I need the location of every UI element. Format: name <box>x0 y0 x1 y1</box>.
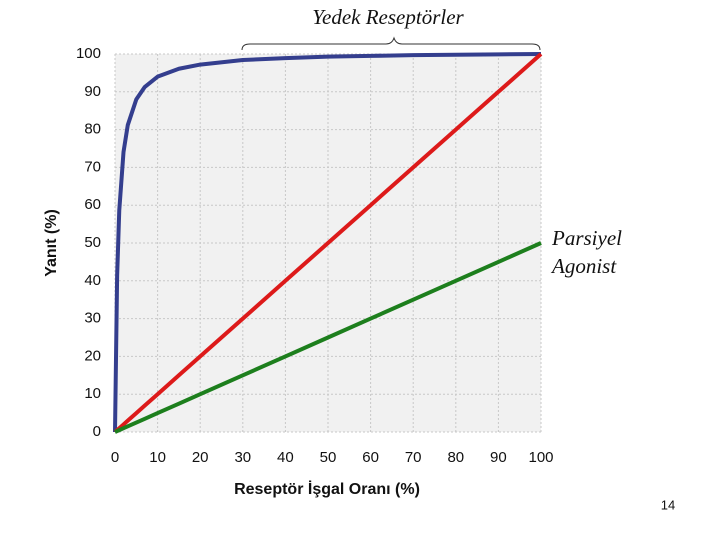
page-number: 14 <box>661 497 675 512</box>
y-tick-label: 0 <box>93 423 101 440</box>
annotation: Parsiyel <box>551 226 622 250</box>
x-tick-label: 40 <box>277 449 294 466</box>
x-tick-label: 10 <box>149 449 166 466</box>
x-tick-label: 20 <box>192 449 209 466</box>
y-tick-label: 100 <box>76 45 101 62</box>
y-tick-label: 20 <box>84 347 101 364</box>
y-tick-label: 50 <box>84 234 101 251</box>
y-tick-label: 70 <box>84 158 101 175</box>
y-axis-label: Yanıt (%) <box>43 209 60 277</box>
x-tick-label: 100 <box>528 449 553 466</box>
x-tick-label: 60 <box>362 449 379 466</box>
x-tick-label: 50 <box>320 449 337 466</box>
y-tick-label: 40 <box>84 272 101 289</box>
annotation: Yedek Reseptörler <box>312 5 464 29</box>
series-line <box>113 52 543 434</box>
x-tick-label: 0 <box>111 449 119 466</box>
series-line <box>113 52 542 433</box>
annotation: Agonist <box>550 254 617 278</box>
brace <box>241 36 541 51</box>
y-tick-label: 10 <box>84 385 101 402</box>
x-tick-label: 70 <box>405 449 422 466</box>
series-line <box>114 241 542 434</box>
y-tick-label: 60 <box>84 196 101 213</box>
y-tick-label: 30 <box>84 310 101 327</box>
x-axis-label: Reseptör İşgal Oranı (%) <box>234 480 420 498</box>
x-tick-label: 90 <box>490 449 507 466</box>
x-tick-label: 80 <box>447 449 464 466</box>
x-tick-label: 30 <box>234 449 251 466</box>
y-tick-label: 80 <box>84 121 101 138</box>
y-tick-label: 90 <box>84 83 101 100</box>
